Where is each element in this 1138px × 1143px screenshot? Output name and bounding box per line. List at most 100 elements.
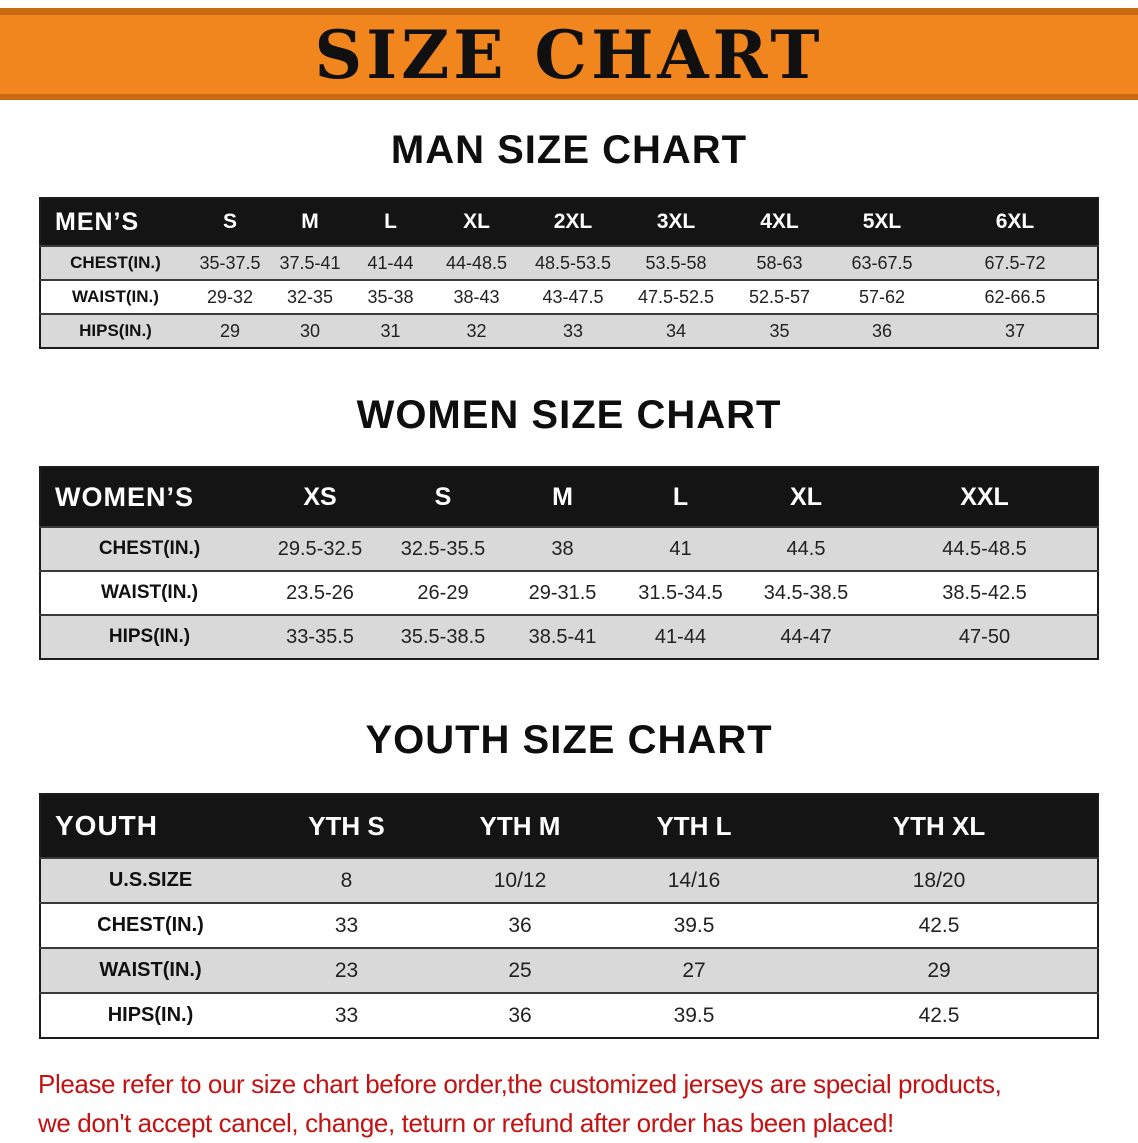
size-value: 47.5-52.5 <box>637 286 715 307</box>
size-chart-page: SIZE CHART MAN SIZE CHART MEN’S S M L XL… <box>0 8 1138 1143</box>
youth-size-table: YOUTH YTH S YTH M YTH L YTH XL U.S.SIZE … <box>39 793 1099 1039</box>
size-value: 32 <box>466 320 487 341</box>
men-header-row: MEN’S S M L XL 2XL 3XL 4XL 5XL 6XL <box>40 198 1098 246</box>
row-label: WAIST(IN.) <box>100 582 199 603</box>
size-value: 48.5-53.5 <box>534 252 612 273</box>
table-row: WAIST(IN.) 23.5-26 26-29 29-31.5 31.5-34… <box>40 571 1098 615</box>
banner: SIZE CHART <box>0 8 1138 100</box>
size-header: YTH XL <box>781 794 1098 858</box>
size-value: 41-44 <box>654 625 707 648</box>
youth-size-section: YOUTH SIZE CHART YOUTH YTH S YTH M YTH L… <box>0 718 1138 1039</box>
size-value: 8 <box>340 868 353 892</box>
size-value: 57-62 <box>858 286 906 307</box>
size-value: 41 <box>669 537 692 560</box>
size-value: 29-31.5 <box>528 581 597 604</box>
table-row: HIPS(IN.) 29 30 31 32 33 34 35 36 37 <box>40 314 1098 348</box>
size-value: 29-32 <box>206 286 254 307</box>
table-row: HIPS(IN.) 33 36 39.5 42.5 <box>40 993 1098 1038</box>
table-row: CHEST(IN.) 35-37.5 37.5-41 41-44 44-48.5… <box>40 246 1098 280</box>
women-size-section: WOMEN SIZE CHART WOMEN’S XS S M L XL XXL <box>0 393 1138 660</box>
men-size-table: MEN’S S M L XL 2XL 3XL 4XL 5XL 6XL CHEST… <box>39 197 1099 349</box>
size-value: 18/20 <box>912 868 966 892</box>
size-value: 33 <box>334 913 359 937</box>
size-value: 31.5-34.5 <box>638 581 723 604</box>
size-value: 41-44 <box>367 252 414 273</box>
size-header: XL <box>740 467 872 527</box>
size-header: L <box>350 198 431 246</box>
size-value: 38-43 <box>453 286 500 307</box>
size-value: 39.5 <box>673 1003 715 1027</box>
size-header: XS <box>258 467 382 527</box>
size-value: 33-35.5 <box>286 625 354 648</box>
size-value: 32.5-35.5 <box>400 537 486 560</box>
size-value: 35 <box>769 320 790 341</box>
size-value: 37.5-41 <box>279 252 341 273</box>
row-label: HIPS(IN.) <box>79 321 152 340</box>
size-value: 36 <box>508 1003 532 1027</box>
size-value: 23.5-26 <box>286 581 354 604</box>
disclaimer-line-1: Please refer to our size chart before or… <box>38 1069 1002 1099</box>
size-value: 58-63 <box>756 252 803 273</box>
size-value: 38.5-41 <box>528 625 597 648</box>
youth-table-title: YOUTH <box>40 794 260 858</box>
size-header: S <box>382 467 504 527</box>
size-value: 43-47.5 <box>542 286 604 307</box>
men-heading: MAN SIZE CHART <box>390 128 748 172</box>
size-value: 44-47 <box>780 625 832 648</box>
size-header: S <box>190 198 270 246</box>
men-table-title: MEN’S <box>40 198 190 246</box>
row-label: HIPS(IN.) <box>108 626 191 647</box>
size-value: 29.5-32.5 <box>277 537 363 560</box>
size-header: 5XL <box>831 198 933 246</box>
men-size-section: MAN SIZE CHART MEN’S S M L XL 2XL 3XL 4X… <box>0 128 1138 349</box>
disclaimer: Please refer to our size chart before or… <box>38 1065 1100 1143</box>
size-value: 29 <box>927 958 951 982</box>
women-heading: WOMEN SIZE CHART <box>356 393 782 437</box>
row-label: CHEST(IN.) <box>98 538 201 559</box>
size-value: 44-48.5 <box>445 252 508 273</box>
women-header-row: WOMEN’S XS S M L XL XXL <box>40 467 1098 527</box>
size-value: 33 <box>562 320 584 341</box>
size-header: 4XL <box>728 198 831 246</box>
size-value: 39.5 <box>673 913 715 937</box>
youth-heading: YOUTH SIZE CHART <box>365 718 773 762</box>
size-value: 30 <box>299 320 321 341</box>
table-row: CHEST(IN.) 33 36 39.5 42.5 <box>40 903 1098 948</box>
size-value: 63-67.5 <box>851 252 913 273</box>
size-value: 37 <box>1004 320 1026 341</box>
youth-header-row: YOUTH YTH S YTH M YTH L YTH XL <box>40 794 1098 858</box>
disclaimer-line-2: we don't accept cancel, change, teturn o… <box>38 1108 894 1138</box>
size-value: 34 <box>665 320 687 341</box>
row-label: U.S.SIZE <box>108 869 193 891</box>
size-header: YTH L <box>607 794 781 858</box>
row-label: CHEST(IN.) <box>70 253 161 272</box>
row-label: WAIST(IN.) <box>99 959 202 981</box>
size-value: 36 <box>508 913 532 937</box>
size-header: L <box>621 467 740 527</box>
size-header: 3XL <box>624 198 728 246</box>
size-value: 33 <box>334 1003 359 1027</box>
size-value: 35-38 <box>367 286 414 307</box>
page-title: SIZE CHART <box>314 15 824 94</box>
size-value: 32-35 <box>286 286 334 307</box>
size-value: 44.5-48.5 <box>942 537 1027 560</box>
size-value: 42.5 <box>918 913 960 937</box>
row-label: CHEST(IN.) <box>97 914 204 936</box>
size-value: 38.5-42.5 <box>942 581 1027 604</box>
women-table-title: WOMEN’S <box>40 467 258 527</box>
size-value: 27 <box>682 958 706 982</box>
row-label: WAIST(IN.) <box>72 287 159 306</box>
size-value: 62-66.5 <box>984 286 1046 307</box>
size-value: 35-37.5 <box>199 252 261 273</box>
size-value: 10/12 <box>493 868 547 892</box>
table-row: WAIST(IN.) 29-32 32-35 35-38 38-43 43-47… <box>40 280 1098 314</box>
size-value: 14/16 <box>667 868 721 892</box>
size-header: 2XL <box>522 198 624 246</box>
table-row: WAIST(IN.) 23 25 27 29 <box>40 948 1098 993</box>
size-value: 44.5 <box>786 537 826 560</box>
size-header: M <box>504 467 621 527</box>
size-value: 67.5-72 <box>984 252 1046 273</box>
size-value: 29 <box>219 320 241 341</box>
size-value: 31 <box>380 320 401 341</box>
size-header: 6XL <box>933 198 1098 246</box>
